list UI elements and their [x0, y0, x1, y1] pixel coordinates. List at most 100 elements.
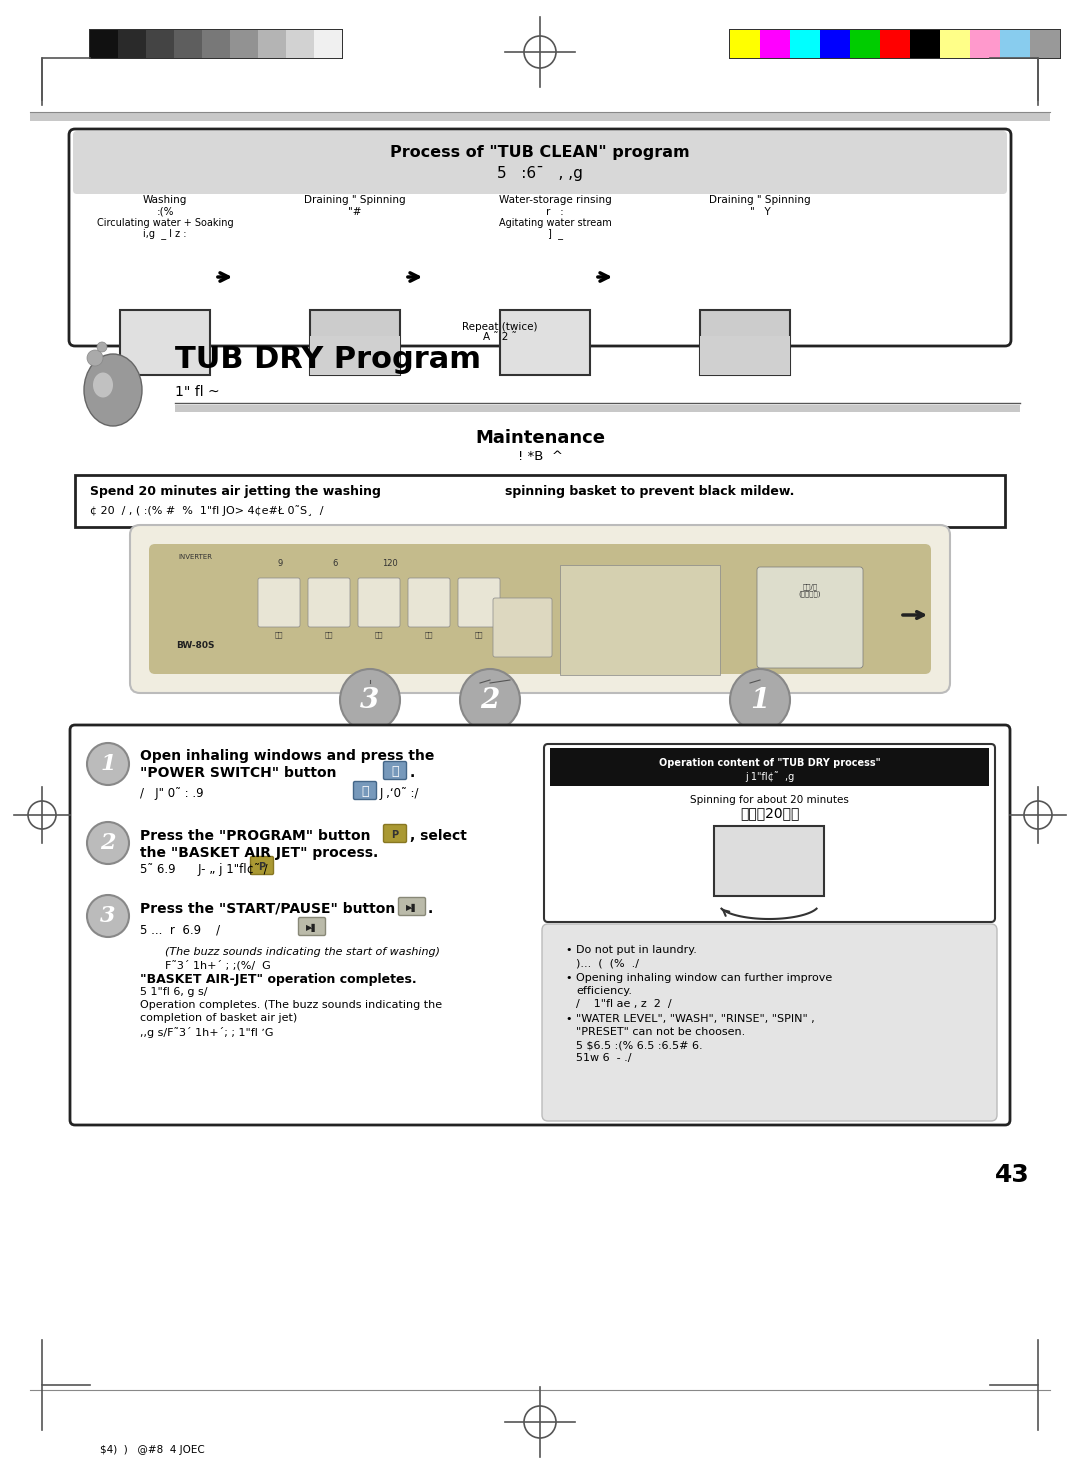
- FancyBboxPatch shape: [700, 310, 789, 375]
- Ellipse shape: [460, 670, 519, 732]
- Text: A ˜ 2 ˜: A ˜ 2 ˜: [483, 333, 517, 341]
- FancyBboxPatch shape: [357, 578, 400, 627]
- Bar: [310, 336, 400, 375]
- Text: 5 $6.5 :(% 6.5 :6.5# 6.: 5 $6.5 :(% 6.5 :6.5# 6.: [576, 1041, 703, 1049]
- Ellipse shape: [87, 896, 129, 937]
- FancyBboxPatch shape: [353, 782, 377, 800]
- FancyBboxPatch shape: [500, 310, 590, 375]
- Text: Operation completes. (The buzz sounds indicating the: Operation completes. (The buzz sounds in…: [140, 1001, 442, 1009]
- Text: J ,‘0˜ :/: J ,‘0˜ :/: [380, 786, 419, 800]
- Bar: [820, 30, 850, 58]
- Bar: [175, 405, 1020, 412]
- Circle shape: [87, 350, 103, 367]
- FancyBboxPatch shape: [308, 578, 350, 627]
- Text: 1" fl ~: 1" fl ~: [175, 384, 219, 399]
- Ellipse shape: [87, 743, 129, 785]
- Text: /   J" 0˜ : .9: / J" 0˜ : .9: [140, 786, 204, 800]
- Text: Ⓟ: Ⓟ: [361, 785, 368, 798]
- Bar: [286, 30, 314, 58]
- Text: P: P: [258, 862, 266, 872]
- Bar: [174, 30, 202, 58]
- FancyBboxPatch shape: [757, 568, 863, 668]
- Text: Maintenance: Maintenance: [475, 429, 605, 446]
- Text: "POWER SWITCH" button: "POWER SWITCH" button: [140, 766, 337, 780]
- Text: "#: "#: [348, 207, 362, 217]
- FancyBboxPatch shape: [544, 743, 995, 922]
- Text: • Do not put in laundry.: • Do not put in laundry.: [566, 944, 697, 955]
- Ellipse shape: [93, 372, 113, 398]
- FancyBboxPatch shape: [383, 761, 406, 779]
- FancyBboxPatch shape: [492, 599, 552, 658]
- Text: :(%: :(%: [157, 207, 174, 217]
- Text: (The buzz sounds indicating the start of washing): (The buzz sounds indicating the start of…: [165, 947, 440, 956]
- Text: Spend 20 minutes air jetting the washing: Spend 20 minutes air jetting the washing: [90, 485, 381, 498]
- Text: ▶▌: ▶▌: [405, 903, 419, 912]
- Text: $4)  )   @#8  4 JOEC: $4) ) @#8 4 JOEC: [100, 1445, 205, 1454]
- Text: Open inhaling windows and press the: Open inhaling windows and press the: [140, 749, 434, 763]
- Text: 脫水: 脫水: [375, 631, 383, 638]
- Text: 洗衣: 洗衣: [274, 631, 283, 638]
- Text: 1: 1: [100, 752, 116, 774]
- Text: Ⓟ: Ⓟ: [391, 766, 399, 777]
- Text: 6: 6: [333, 559, 338, 568]
- Bar: [146, 30, 174, 58]
- Text: 脊水約20分鐘: 脊水約20分鐘: [740, 806, 799, 820]
- Text: efficiency.: efficiency.: [576, 986, 632, 996]
- Text: 預控: 預控: [475, 631, 483, 638]
- Bar: [258, 30, 286, 58]
- Text: .: .: [428, 902, 433, 916]
- Text: 5 ...  r  6.9    /: 5 ... r 6.9 /: [140, 924, 220, 937]
- Text: ▶▌: ▶▌: [306, 922, 319, 933]
- Bar: [730, 30, 760, 58]
- Text: 3: 3: [100, 905, 116, 927]
- Bar: [118, 30, 146, 58]
- Text: "BASKET AIR-JET" operation completes.: "BASKET AIR-JET" operation completes.: [140, 973, 417, 986]
- FancyBboxPatch shape: [149, 544, 931, 674]
- Text: 5 1"fl 6, g s/: 5 1"fl 6, g s/: [140, 987, 207, 998]
- Text: "PRESET" can not be choosen.: "PRESET" can not be choosen.: [576, 1027, 745, 1038]
- Bar: [729, 30, 1061, 59]
- FancyBboxPatch shape: [70, 726, 1010, 1125]
- Text: /    1"fl ae , z  2  /: / 1"fl ae , z 2 /: [576, 999, 672, 1009]
- Text: 風乾: 風乾: [424, 631, 433, 638]
- Bar: [700, 336, 789, 375]
- Text: BW-80S: BW-80S: [176, 640, 214, 649]
- FancyBboxPatch shape: [130, 525, 950, 693]
- Text: 120: 120: [382, 559, 397, 568]
- Text: ¢ 20  / , ( :(% #  %  1"fl JO> 4¢e#Ł 0˜S¸  /: ¢ 20 / , ( :(% # % 1"fl JO> 4¢e#Ł 0˜S¸ /: [90, 505, 324, 516]
- Text: Agitating water stream: Agitating water stream: [499, 217, 611, 228]
- FancyBboxPatch shape: [399, 897, 426, 915]
- Bar: [880, 30, 910, 58]
- Text: )...  (  (%  ./: )... ( (% ./: [576, 958, 639, 968]
- Text: the "BASKET AIR JET" process.: the "BASKET AIR JET" process.: [140, 845, 378, 860]
- Bar: [230, 30, 258, 58]
- Bar: [910, 30, 940, 58]
- Text: Process of "TUB CLEAN" program: Process of "TUB CLEAN" program: [390, 145, 690, 161]
- Text: Draining " Spinning: Draining " Spinning: [710, 195, 811, 205]
- Bar: [850, 30, 880, 58]
- Text: ,,g s/F˜3´ 1h+´; ; 1"fl ʼG: ,,g s/F˜3´ 1h+´; ; 1"fl ʼG: [140, 1027, 273, 1039]
- Text: Water-storage rinsing: Water-storage rinsing: [499, 195, 611, 205]
- Text: • "WATER LEVEL", "WASH", "RINSE", "SPIN" ,: • "WATER LEVEL", "WASH", "RINSE", "SPIN"…: [566, 1014, 814, 1024]
- FancyBboxPatch shape: [310, 310, 400, 375]
- FancyBboxPatch shape: [251, 856, 273, 875]
- Text: Draining " Spinning: Draining " Spinning: [305, 195, 406, 205]
- Text: F˜3´ 1h+´ ; ;(%/  G: F˜3´ 1h+´ ; ;(%/ G: [165, 959, 271, 970]
- Text: , select: , select: [410, 829, 467, 842]
- FancyBboxPatch shape: [298, 918, 325, 936]
- Text: 1: 1: [751, 686, 770, 714]
- Text: Spinning for about 20 minutes: Spinning for about 20 minutes: [690, 795, 849, 806]
- Bar: [89, 30, 343, 59]
- Ellipse shape: [87, 822, 129, 865]
- Bar: [30, 112, 1050, 121]
- Text: j 1"fl¢˜  ,g: j 1"fl¢˜ ,g: [745, 772, 794, 782]
- Bar: [760, 30, 789, 58]
- Text: 43: 43: [996, 1163, 1030, 1187]
- Text: Circulating water + Soaking: Circulating water + Soaking: [97, 217, 233, 228]
- Text: .: .: [410, 766, 415, 780]
- Text: Washing: Washing: [143, 195, 187, 205]
- Text: 2: 2: [481, 686, 500, 714]
- Text: 2: 2: [100, 832, 116, 854]
- FancyBboxPatch shape: [258, 578, 300, 627]
- Bar: [1000, 30, 1030, 58]
